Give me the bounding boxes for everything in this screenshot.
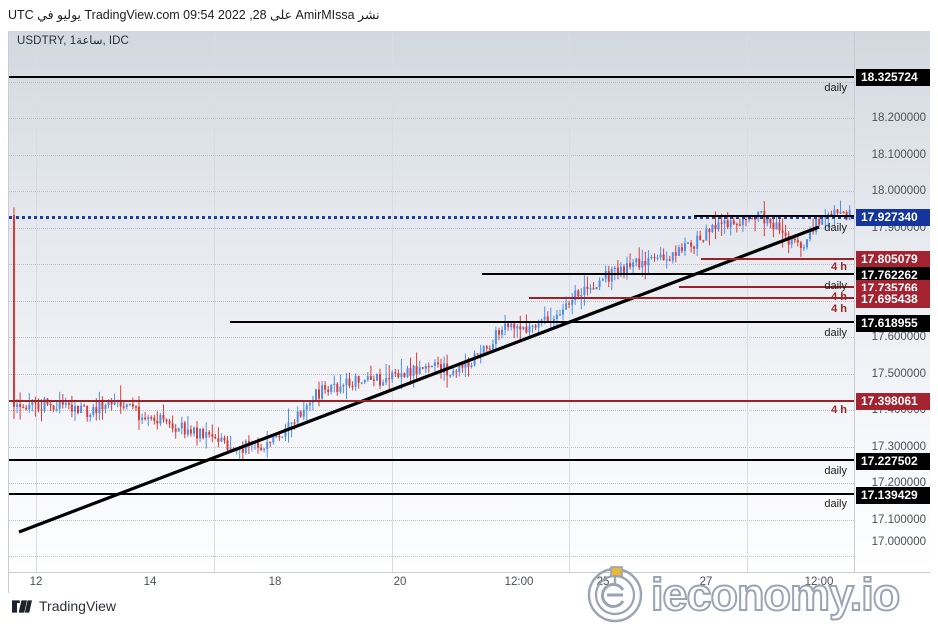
price-line-17-695438[interactable] — [529, 297, 854, 299]
gridline-h — [9, 520, 854, 521]
time-tick: 12 — [29, 576, 43, 588]
gridline-h — [9, 556, 854, 557]
chart-frame: USDTRY, 1ساعة, IDC — [8, 31, 930, 593]
time-tick: 14 — [143, 576, 157, 588]
price-badge-17-618955[interactable]: 17.618955 — [856, 315, 930, 332]
tradingview-logo-icon — [12, 599, 32, 613]
price-badge-17-762262[interactable]: 17.762262 — [856, 267, 930, 284]
tradingview-brand-label: TradingView — [39, 598, 117, 614]
time-tick: 20 — [393, 576, 407, 588]
price-tick: 17.000000 — [871, 536, 926, 548]
price-tick: 18.200000 — [871, 112, 926, 124]
tag-daily-17-227502: daily — [824, 465, 847, 477]
price-tick: 18.000000 — [871, 185, 926, 197]
gridline-h — [9, 82, 854, 83]
price-line-17-227502[interactable] — [9, 459, 854, 461]
price-badge-current[interactable]: 17.927340 — [856, 209, 930, 226]
trendline[interactable] — [9, 31, 854, 572]
price-line-17-398061[interactable] — [9, 400, 854, 402]
tag-daily-17-618955: daily — [824, 327, 847, 339]
tag-daily-18-325724: daily — [824, 82, 847, 94]
time-tick: 12:00 — [504, 576, 534, 588]
price-badge-17-695438[interactable]: 17.695438 — [856, 291, 930, 308]
tradingview-footer: TradingView — [12, 598, 116, 614]
gridline-h — [9, 191, 854, 192]
price-badge-17-805079[interactable]: 17.805079 — [856, 251, 930, 268]
tag-4h-17-398061: 4 h — [831, 404, 847, 416]
gridline-h — [9, 228, 854, 229]
price-line-18-325724[interactable] — [9, 76, 854, 78]
price-tick: 17.600000 — [871, 331, 926, 343]
gridline-v — [747, 31, 748, 572]
price-tick: 17.100000 — [871, 514, 926, 526]
price-tick: 17.300000 — [871, 441, 926, 453]
gridline-v — [214, 31, 215, 572]
gridline-v — [36, 31, 37, 572]
price-tick: 17.200000 — [871, 477, 926, 489]
price-badge-17-139429[interactable]: 17.139429 — [856, 487, 930, 504]
tag-4h-17-618955: 4 h — [831, 303, 847, 315]
gridline-h — [9, 155, 854, 156]
price-line-swing-high[interactable] — [694, 215, 854, 217]
publication-header-text: نشر AmirMIssa على TradingView.com 09:54 … — [8, 7, 380, 22]
tag-daily-17-927340: daily — [824, 222, 847, 234]
time-tick: 27 — [699, 576, 713, 588]
tag-daily-17-735766: daily — [824, 280, 847, 292]
price-badge-17-398061[interactable]: 17.398061 — [856, 393, 930, 410]
tag-4h-17-695438: 4 h — [831, 291, 847, 303]
time-axis[interactable]: 12 14 18 20 12:00 25 27 12:00 — [9, 572, 930, 593]
time-tick: 12:00 — [804, 576, 834, 588]
price-tick: 18.100000 — [871, 149, 926, 161]
gridline-h — [9, 483, 854, 484]
tag-4h-17-805079: 4 h — [831, 261, 847, 273]
price-tick: 17.500000 — [871, 368, 926, 380]
symbol-legend[interactable]: USDTRY, 1ساعة, IDC — [17, 33, 129, 47]
gridline-h — [9, 301, 854, 302]
chart-plot-area[interactable]: daily daily 4 h daily 4 h 4 h daily 4 h … — [9, 31, 854, 572]
gridline-h — [9, 264, 854, 265]
gridline-h — [9, 410, 854, 411]
price-line-17-735766[interactable] — [679, 286, 854, 288]
tag-daily-17-139429: daily — [824, 498, 847, 510]
time-tick: 25 — [596, 576, 610, 588]
price-badge-18-325724[interactable]: 18.325724 — [856, 69, 930, 86]
price-line-17-618955[interactable] — [230, 321, 854, 323]
symbol-legend-text: USDTRY, 1ساعة, IDC — [17, 35, 129, 47]
price-axis[interactable]: 18.300000 18.200000 18.100000 18.000000 … — [854, 31, 930, 584]
gridline-h — [9, 118, 854, 119]
price-badge-17-227502[interactable]: 17.227502 — [856, 453, 930, 470]
time-tick: 18 — [268, 576, 282, 588]
publication-header: نشر AmirMIssa على TradingView.com 09:54 … — [0, 0, 938, 28]
price-line-17-805079[interactable] — [701, 258, 854, 260]
price-line-17-762262[interactable] — [482, 273, 854, 275]
gridline-h — [9, 337, 854, 338]
gridline-h — [9, 447, 854, 448]
gridline-v — [392, 31, 393, 572]
price-line-17-139429[interactable] — [9, 493, 854, 495]
price-line-current[interactable] — [9, 216, 854, 219]
